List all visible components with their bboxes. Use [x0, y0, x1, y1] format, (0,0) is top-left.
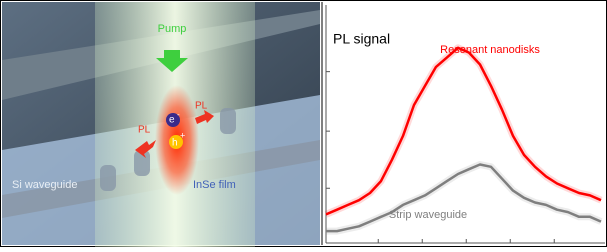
waveguide-label: Si waveguide: [12, 179, 77, 191]
nanodisk: [100, 165, 116, 191]
figure: Pump PL PL e - h + Si waveguide InSe fil…: [0, 0, 607, 247]
electron-sign: -: [177, 110, 180, 119]
pl-label: PL: [195, 101, 208, 112]
film-label: InSe film: [193, 179, 236, 191]
nanodisk: [220, 108, 236, 134]
legend-label: Resonant nanodisks: [440, 44, 540, 56]
pl-label: PL: [138, 125, 151, 136]
chart-title: PL signal: [333, 31, 390, 47]
legend-label: Strip waveguide: [389, 209, 467, 221]
electron-label: e: [169, 115, 175, 126]
hole-sign: +: [180, 130, 185, 140]
illustration: Pump PL PL e - h + Si waveguide InSe fil…: [2, 2, 320, 247]
hole-label: h: [172, 138, 178, 149]
pump-label: Pump: [158, 23, 187, 35]
